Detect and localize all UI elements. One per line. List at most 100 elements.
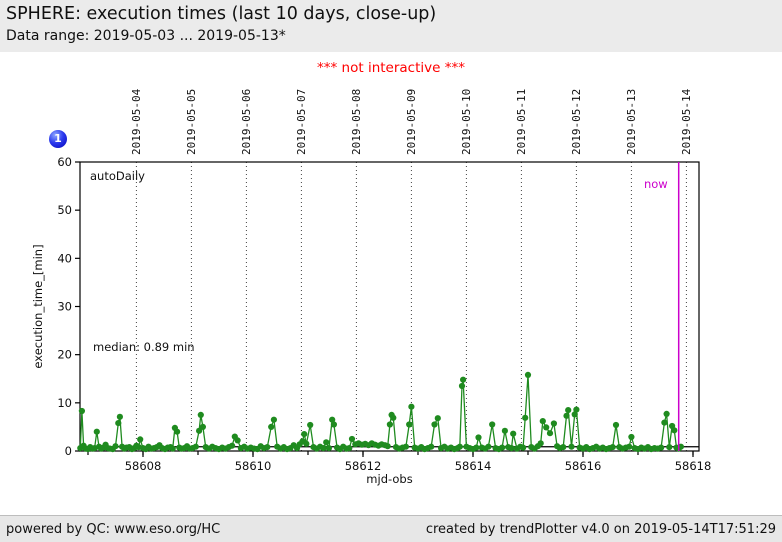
data-point — [571, 411, 578, 418]
data-point — [626, 443, 633, 450]
data-point — [431, 421, 438, 428]
data-point — [666, 444, 673, 451]
data-point — [192, 443, 199, 450]
data-point — [199, 423, 206, 430]
data-point — [112, 443, 119, 450]
data-point — [264, 444, 271, 451]
page-title: SPHERE: execution times (last 10 days, c… — [6, 4, 437, 24]
data-point — [268, 423, 275, 430]
data-point — [329, 416, 336, 423]
y-tick-label: 20 — [57, 348, 72, 362]
series-line — [79, 374, 682, 451]
y-tick-label: 0 — [65, 444, 72, 458]
plot-frame — [79, 161, 700, 452]
x-tick-label: 58618 — [675, 459, 712, 473]
data-point — [663, 410, 670, 417]
data-point — [524, 371, 532, 378]
data-point — [116, 413, 123, 420]
data-point — [539, 418, 546, 425]
data-point — [560, 444, 567, 451]
x-tick-label: 58612 — [345, 459, 382, 473]
data-point — [406, 421, 413, 428]
data-point — [301, 431, 308, 438]
data-point — [234, 437, 241, 444]
data-point — [169, 445, 176, 452]
data-point — [330, 421, 337, 428]
data-point — [348, 435, 356, 443]
top-date-label: 2019-05-11 — [515, 89, 528, 155]
x-tick-label: 58610 — [235, 459, 272, 473]
data-point — [78, 407, 85, 415]
top-date-label: 2019-05-09 — [405, 89, 418, 155]
data-point — [323, 439, 330, 446]
data-point — [475, 434, 482, 441]
data-point — [386, 421, 393, 428]
data-range-subtitle: Data range: 2019-05-03 ... 2019-05-13* — [6, 28, 286, 44]
top-date-label: 2019-05-12 — [570, 89, 583, 155]
y-tick-label: 30 — [57, 300, 72, 314]
data-point — [473, 444, 480, 451]
not-interactive-notice: *** not interactive *** — [317, 60, 465, 76]
plot-number-badge[interactable]: 1 — [49, 130, 67, 148]
data-point — [546, 430, 554, 437]
data-point — [197, 411, 204, 418]
top-date-label: 2019-05-06 — [240, 89, 253, 155]
data-point — [522, 414, 529, 421]
data-point — [390, 414, 397, 421]
data-point — [568, 443, 575, 450]
header: SPHERE: execution times (last 10 days, c… — [0, 0, 782, 52]
data-point — [408, 403, 415, 410]
data-point — [543, 424, 550, 431]
data-point — [229, 442, 236, 449]
data-point — [485, 443, 492, 450]
data-point — [563, 412, 570, 419]
data-point — [115, 420, 122, 427]
x-axis-label: mjd-obs — [366, 472, 412, 486]
x-tick-label: 58608 — [125, 459, 162, 473]
data-point — [520, 444, 527, 451]
data-point — [565, 407, 572, 414]
data-point — [325, 445, 332, 452]
data-point — [501, 427, 508, 434]
data-point — [658, 444, 665, 451]
data-point — [537, 440, 544, 447]
footer-left: powered by QC: www.eso.org/HC — [6, 521, 221, 537]
y-tick-label: 60 — [57, 155, 72, 169]
data-point — [671, 427, 678, 434]
data-point — [428, 443, 435, 450]
data-point — [320, 445, 327, 452]
data-point — [460, 376, 467, 383]
top-date-label: 2019-05-14 — [680, 88, 693, 155]
data-point — [499, 444, 506, 451]
data-point — [137, 436, 144, 443]
data-point — [508, 445, 515, 452]
now-label: now — [644, 177, 668, 191]
top-date-label: 2019-05-08 — [350, 89, 363, 155]
footer: powered by QC: www.eso.org/HC created by… — [0, 515, 782, 542]
top-date-label: 2019-05-05 — [185, 89, 198, 155]
data-point — [174, 428, 181, 435]
footer-right: created by trendPlotter v4.0 on 2019-05-… — [425, 521, 776, 537]
data-point — [434, 415, 441, 422]
data-point — [307, 421, 314, 429]
data-point — [402, 443, 409, 450]
data-point — [661, 419, 668, 426]
data-point — [573, 406, 580, 413]
data-point — [384, 443, 391, 450]
data-point — [489, 421, 496, 428]
y-axis-label: execution_time_[min] — [31, 244, 45, 368]
data-point — [609, 444, 616, 451]
data-point — [270, 416, 277, 423]
data-point — [303, 440, 310, 447]
x-tick-label: 58614 — [455, 459, 492, 473]
data-point — [196, 427, 203, 434]
y-tick-label: 50 — [57, 203, 72, 217]
data-point — [93, 428, 100, 435]
y-tick-label: 10 — [57, 396, 72, 410]
x-tick-label: 58616 — [565, 459, 602, 473]
data-point — [458, 382, 466, 390]
top-date-label: 2019-05-04 — [130, 88, 143, 155]
data-point — [346, 445, 353, 452]
data-point — [612, 421, 620, 429]
